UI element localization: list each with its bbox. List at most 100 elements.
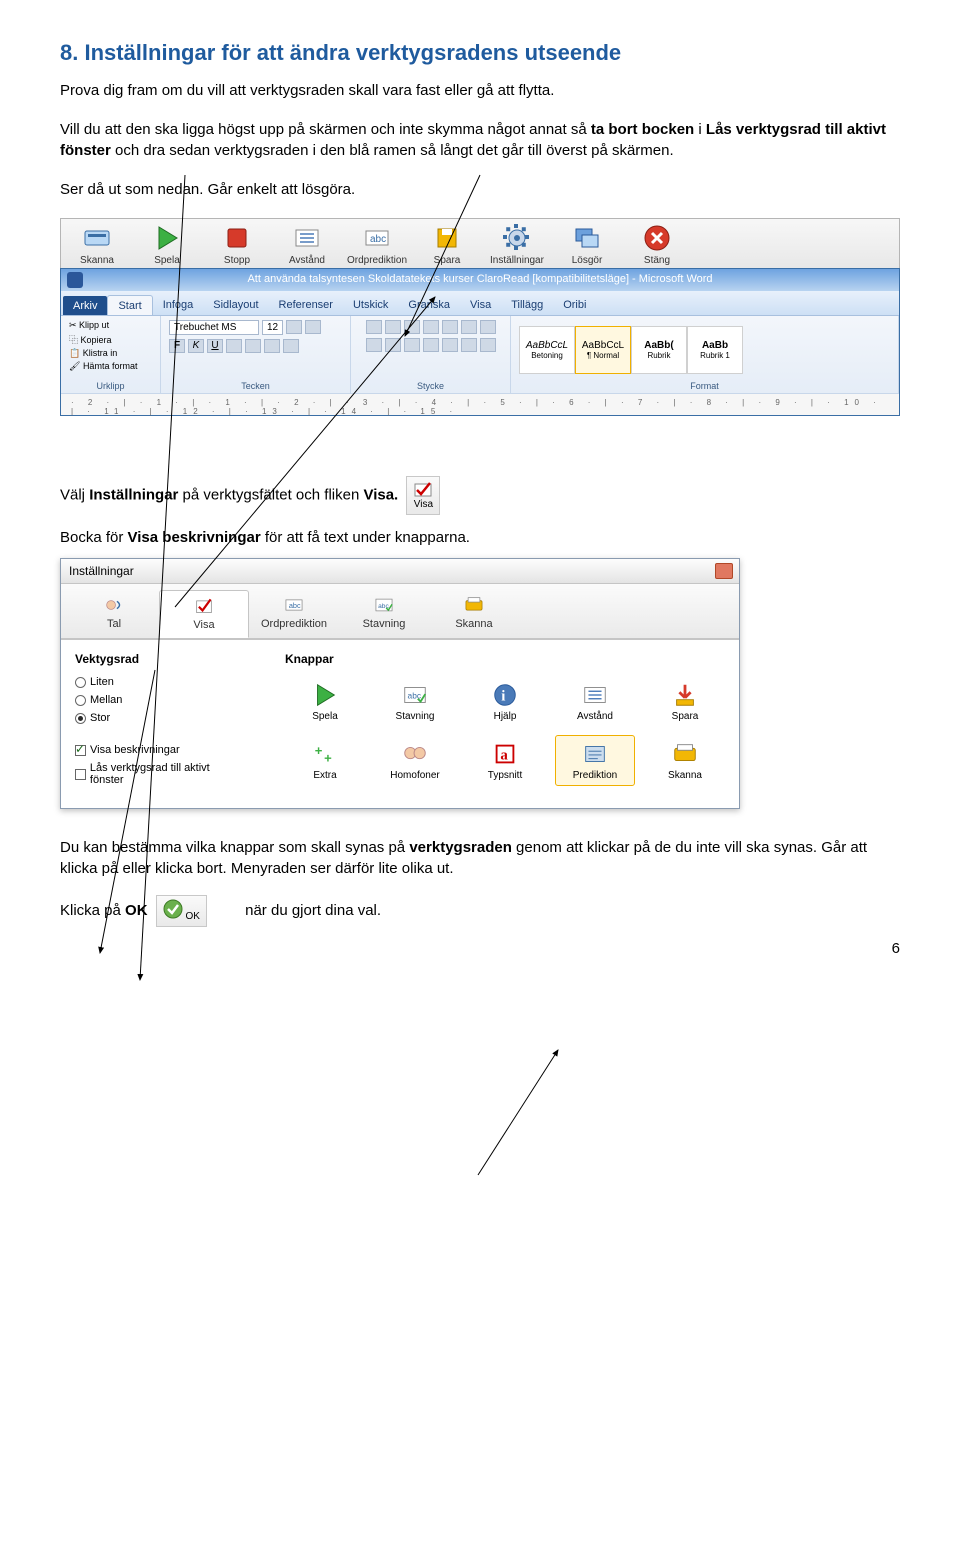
pilcrow-icon[interactable] <box>480 320 496 334</box>
toolbar-stopp[interactable]: Stopp <box>207 223 267 266</box>
group-format: AaBbCcLBetoning AaBbCcL¶ Normal AaBb(Rub… <box>511 316 899 393</box>
toolbar-avstånd[interactable]: Avstånd <box>277 223 337 266</box>
style-normal[interactable]: AaBbCcL¶ Normal <box>575 326 631 374</box>
dialog-body: Vektygsrad LitenMellanStor Visa beskrivn… <box>61 639 739 808</box>
hamta-format[interactable]: 🖌 Hämta format <box>69 361 137 372</box>
style1-name: Betoning <box>531 351 563 360</box>
align-center-icon[interactable] <box>385 338 401 352</box>
shrink-font-icon[interactable] <box>305 320 321 334</box>
svg-text:abc: abc <box>370 234 386 245</box>
underline-icon[interactable]: U <box>207 339 223 353</box>
close-icon[interactable] <box>715 563 733 579</box>
style-rubrik[interactable]: AaBb(Rubrik <box>631 326 687 374</box>
tab-tillägg[interactable]: Tillägg <box>501 295 553 315</box>
radio-stor[interactable]: Stor <box>75 712 245 724</box>
font-name-box[interactable]: Trebuchet MS <box>169 320 259 335</box>
dialog-tab-stavning[interactable]: abcStavning <box>339 590 429 638</box>
toolbar-spara[interactable]: Spara <box>417 223 477 266</box>
highlight-icon[interactable] <box>283 339 299 353</box>
toolbar-stäng[interactable]: Stäng <box>627 223 687 266</box>
para-ta-bort-bocken: Vill du att den ska ligga högst upp på s… <box>60 119 900 161</box>
knapp-label: Homofoner <box>390 770 439 781</box>
tab-sidlayout[interactable]: Sidlayout <box>203 295 268 315</box>
align-just-icon[interactable] <box>423 338 439 352</box>
tab-utskick[interactable]: Utskick <box>343 295 398 315</box>
spacing-icon[interactable] <box>442 338 458 352</box>
toolbar-ordprediktion[interactable]: abcOrdprediktion <box>347 223 407 266</box>
dialog-tab-ordprediktion[interactable]: abcOrdprediktion <box>249 590 339 638</box>
knapp-typsnitt[interactable]: aTypsnitt <box>465 735 545 786</box>
klistra-in[interactable]: 📋 Klistra in <box>69 348 117 359</box>
kopiera-label: Kopiera <box>81 335 112 345</box>
grow-font-icon[interactable] <box>286 320 302 334</box>
dialog-tab-label: Skanna <box>455 618 492 630</box>
indent-inc-icon[interactable] <box>442 320 458 334</box>
tab-referenser[interactable]: Referenser <box>269 295 343 315</box>
tab-infoga[interactable]: Infoga <box>153 295 204 315</box>
numbers-icon[interactable] <box>385 320 401 334</box>
linevisa-b: Inställningar <box>89 486 178 503</box>
border-icon[interactable] <box>480 338 496 352</box>
radio-mellan[interactable]: Mellan <box>75 694 245 706</box>
font-size-box[interactable]: 12 <box>262 320 283 335</box>
stop-icon <box>222 223 252 253</box>
style-rubrik1[interactable]: AaBbRubrik 1 <box>687 326 743 374</box>
para-ser-da-ut: Ser då ut som nedan. Går enkelt att lösg… <box>60 179 900 200</box>
klistra-label: Klistra in <box>83 348 118 358</box>
claroread-toolbar: SkannaSpelaStoppAvståndabcOrdprediktionS… <box>60 218 900 269</box>
linevisa-c: på verktygsfältet och fliken <box>178 486 363 503</box>
sort-icon[interactable] <box>461 320 477 334</box>
toolbar-inställningar[interactable]: Inställningar <box>487 223 547 266</box>
knapp-skanna[interactable]: Skanna <box>645 735 725 786</box>
check-lås-verktygsrad-till-aktivt-fönster[interactable]: Lås verktygsrad till aktivt fönster <box>75 762 245 786</box>
tab-visa[interactable]: Visa <box>460 295 501 315</box>
shading-icon[interactable] <box>461 338 477 352</box>
knapp-label: Stavning <box>396 711 435 722</box>
style2-sample: AaBbCcL <box>582 340 624 351</box>
close-icon <box>642 223 672 253</box>
group-label-stycke: Stycke <box>359 381 502 391</box>
knapp-extra[interactable]: ++Extra <box>285 735 365 786</box>
kopiera[interactable]: ⿻ Kopiera <box>69 333 112 346</box>
italic-icon[interactable]: K <box>188 339 204 353</box>
align-right-icon[interactable] <box>404 338 420 352</box>
radio-liten[interactable]: Liten <box>75 676 245 688</box>
dialog-tab-skanna[interactable]: Skanna <box>429 590 519 638</box>
knapp-homofoner[interactable]: Homofoner <box>375 735 455 786</box>
word-titlebar: Att använda talsyntesen Skoldatatekets k… <box>61 269 899 291</box>
page-number: 6 <box>892 940 900 957</box>
sub-icon[interactable] <box>245 339 261 353</box>
bullets-icon[interactable] <box>366 320 382 334</box>
help-icon: i <box>491 681 519 709</box>
knapp-spara[interactable]: Spara <box>645 676 725 727</box>
knapp-stavning[interactable]: abcStavning <box>375 676 455 727</box>
tab-oribi[interactable]: Oribi <box>553 295 596 315</box>
save2-icon <box>671 681 699 709</box>
knapp-spela[interactable]: Spela <box>285 676 365 727</box>
indent-dec-icon[interactable] <box>423 320 439 334</box>
tab-granska[interactable]: Granska <box>398 295 460 315</box>
dialog-tab-tal[interactable]: Tal <box>69 590 159 638</box>
check-visa-beskrivningar[interactable]: Visa beskrivningar <box>75 744 245 756</box>
dialog-tab-visa[interactable]: Visa <box>159 590 249 638</box>
toolbar-skanna[interactable]: Skanna <box>67 223 127 266</box>
align-left-icon[interactable] <box>366 338 382 352</box>
ordpred-icon: abc <box>362 223 392 253</box>
klipp-ut[interactable]: ✂ Klipp ut <box>69 320 109 331</box>
bold-icon[interactable]: F <box>169 339 185 353</box>
sup-icon[interactable] <box>264 339 280 353</box>
ok-a: Klicka på <box>60 902 125 919</box>
visa-icon-inline: Visa <box>406 476 440 515</box>
tab-arkiv[interactable]: Arkiv <box>63 296 107 315</box>
tab-start[interactable]: Start <box>107 295 152 315</box>
style-betoning[interactable]: AaBbCcLBetoning <box>519 326 575 374</box>
fieldset-knappar: Knappar SpelaabcStavningiHjälpAvståndSpa… <box>285 652 725 792</box>
p2b: ta bort bocken <box>591 121 694 138</box>
strike-icon[interactable] <box>226 339 242 353</box>
multi-icon[interactable] <box>404 320 420 334</box>
knapp-prediktion[interactable]: Prediktion <box>555 735 635 786</box>
toolbar-spela[interactable]: Spela <box>137 223 197 266</box>
toolbar-lösgör[interactable]: Lösgör <box>557 223 617 266</box>
knapp-avstånd[interactable]: Avstånd <box>555 676 635 727</box>
knapp-hjälp[interactable]: iHjälp <box>465 676 545 727</box>
